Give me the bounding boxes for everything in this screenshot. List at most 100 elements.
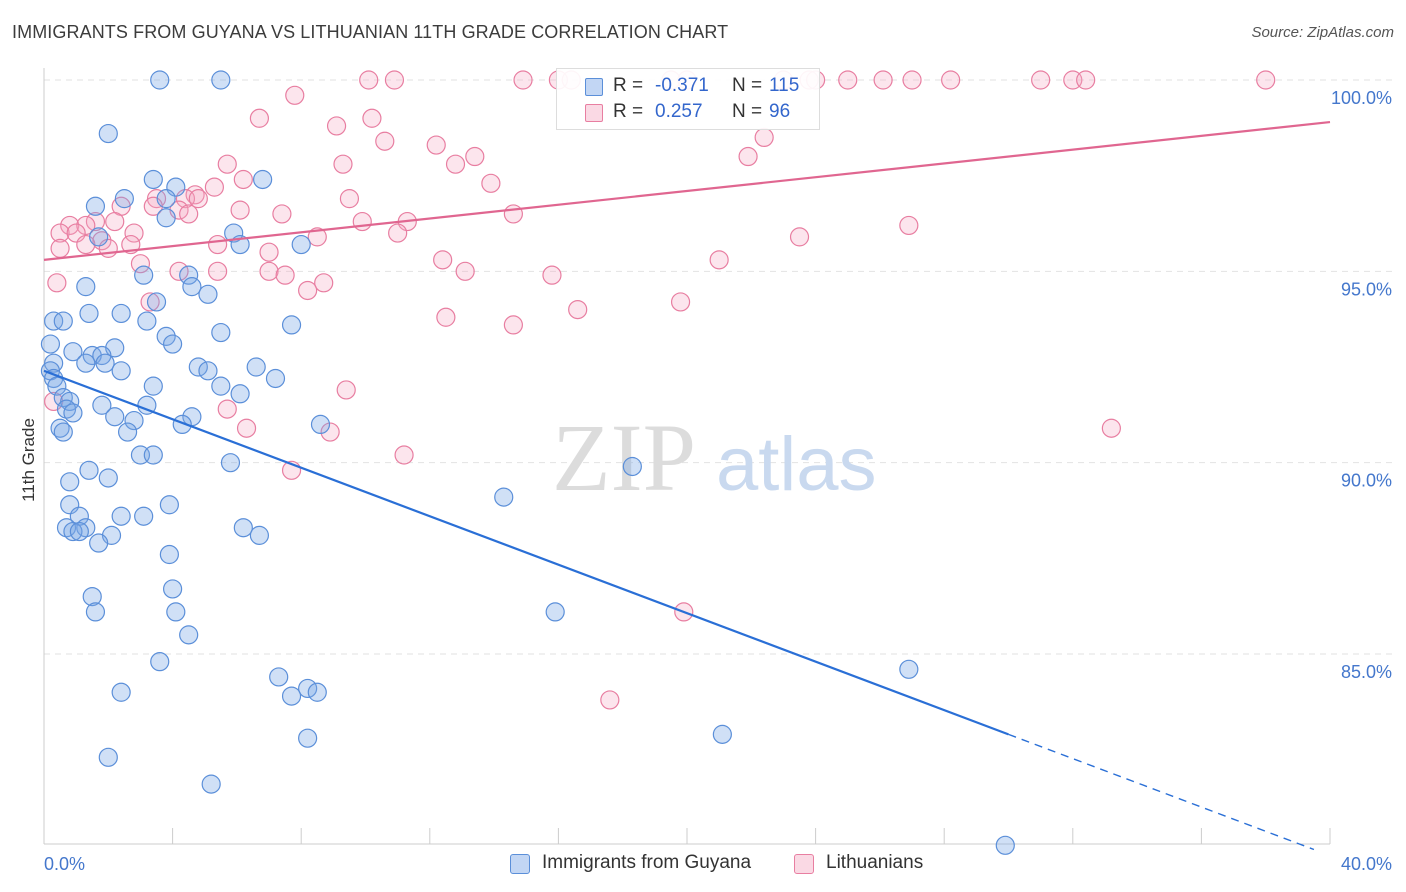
data-point-lithuanians	[600, 690, 620, 710]
data-point-guyana	[211, 70, 231, 90]
y-tick-label: 95.0%	[1341, 279, 1392, 299]
data-point-guyana	[995, 835, 1015, 855]
series-legend-label: Lithuanians	[826, 852, 924, 873]
data-point-guyana	[163, 579, 183, 599]
data-point-guyana	[298, 728, 318, 748]
data-point-guyana	[253, 169, 273, 190]
data-point-guyana	[124, 410, 144, 431]
watermark-atlas: atlas	[716, 422, 877, 507]
data-point-lithuanians	[838, 70, 858, 90]
data-point-lithuanians	[85, 211, 106, 232]
data-point-guyana	[60, 472, 80, 492]
data-point-lithuanians	[47, 273, 67, 293]
data-point-guyana	[494, 487, 514, 507]
data-point-guyana	[307, 682, 327, 702]
data-point-guyana	[63, 521, 83, 542]
legend-r-value: 0.257	[655, 101, 703, 122]
data-point-lithuanians	[339, 189, 360, 209]
data-point-lithuanians	[436, 307, 456, 327]
data-point-guyana	[111, 506, 131, 526]
data-point-lithuanians	[307, 227, 327, 247]
data-point-guyana	[198, 284, 218, 304]
data-point-guyana	[89, 227, 109, 247]
watermark: ZIP atlas	[552, 404, 877, 511]
data-point-guyana	[291, 234, 311, 255]
data-point-guyana	[105, 407, 125, 427]
data-point-guyana	[134, 506, 154, 526]
data-point-lithuanians	[140, 292, 160, 312]
data-point-lithuanians	[426, 135, 446, 155]
data-point-guyana	[201, 774, 221, 794]
y-tick-label: 100.0%	[1331, 88, 1392, 108]
data-point-guyana	[47, 376, 67, 396]
data-point-guyana	[712, 724, 732, 744]
data-point-lithuanians	[285, 85, 305, 105]
legend-n-label: N =	[732, 75, 763, 96]
data-point-guyana	[76, 353, 96, 373]
data-point-guyana	[92, 395, 112, 415]
data-point-guyana	[146, 292, 167, 312]
data-point-lithuanians	[208, 234, 228, 255]
trend-line-guyana-extension	[1008, 733, 1315, 851]
data-point-guyana	[159, 495, 179, 515]
data-point-guyana	[82, 586, 102, 607]
data-point-lithuanians	[105, 211, 125, 232]
data-point-lithuanians	[503, 315, 523, 335]
data-point-guyana	[98, 468, 118, 488]
data-point-lithuanians	[670, 292, 691, 312]
data-point-guyana	[163, 334, 183, 354]
data-point-guyana	[69, 521, 89, 542]
data-point-lithuanians	[1076, 70, 1096, 90]
watermark-zip: ZIP	[552, 404, 696, 511]
data-point-guyana	[172, 414, 192, 434]
data-point-lithuanians	[76, 215, 96, 236]
data-point-lithuanians	[709, 250, 729, 270]
data-point-lithuanians	[208, 261, 228, 281]
data-point-guyana	[265, 368, 286, 389]
data-point-lithuanians	[326, 116, 347, 136]
legend-swatch-guyana	[585, 78, 603, 96]
data-point-guyana	[53, 311, 73, 331]
series-legend-label: Immigrants from Guyana	[542, 852, 752, 873]
data-point-lithuanians	[188, 189, 208, 209]
data-point-lithuanians	[233, 169, 253, 190]
data-point-guyana	[63, 403, 83, 423]
data-point-guyana	[298, 678, 318, 699]
data-point-guyana	[156, 208, 176, 228]
data-point-lithuanians	[445, 154, 466, 174]
data-point-lithuanians	[336, 380, 356, 400]
data-point-guyana	[249, 525, 270, 545]
legend-swatch-lithuanians	[585, 104, 603, 122]
data-point-guyana	[134, 265, 154, 285]
data-point-lithuanians	[384, 70, 405, 90]
data-point-guyana	[156, 189, 176, 209]
data-point-guyana	[40, 334, 61, 354]
y-tick-label: 85.0%	[1341, 662, 1392, 682]
data-point-guyana	[150, 70, 170, 90]
data-point-lithuanians	[259, 261, 279, 281]
data-point-lithuanians	[249, 108, 270, 128]
data-point-guyana	[159, 544, 179, 565]
data-point-lithuanians	[333, 154, 353, 174]
data-point-lithuanians	[542, 265, 562, 285]
legend-swatch-lithuanians	[794, 854, 814, 874]
tick-labels: 85.0% 90.0% 95.0% 100.0% 0.0% 40.0%	[44, 88, 1392, 874]
legend-r-label: R =	[613, 101, 644, 122]
axes	[43, 68, 1331, 845]
data-point-guyana	[63, 342, 83, 362]
data-point-guyana	[111, 682, 131, 702]
data-point-lithuanians	[320, 422, 340, 442]
data-point-guyana	[182, 277, 202, 297]
chart-title: IMMIGRANTS FROM GUYANA VS LITHUANIAN 11T…	[12, 22, 729, 42]
data-point-lithuanians	[1256, 70, 1276, 90]
data-point-guyana	[98, 747, 118, 767]
data-point-lithuanians	[236, 418, 257, 438]
data-point-lithuanians	[314, 273, 334, 293]
data-point-lithuanians	[899, 215, 919, 236]
data-point-guyana	[76, 277, 96, 297]
data-point-lithuanians	[503, 204, 523, 224]
data-point-guyana	[89, 533, 109, 553]
trend-line-lithuanians	[43, 120, 1331, 261]
data-point-guyana	[269, 667, 289, 687]
